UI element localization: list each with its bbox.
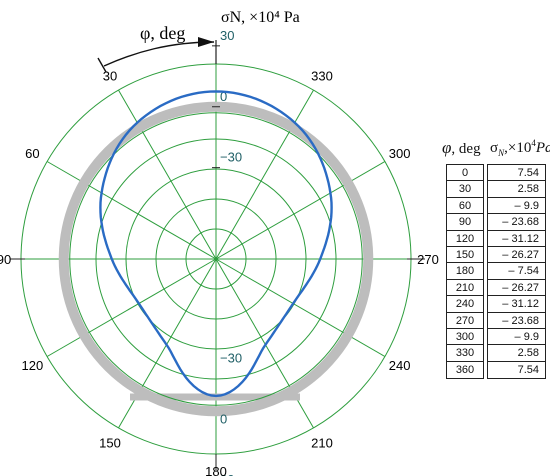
table-cell-sigma: – 26.27: [488, 280, 545, 297]
table-cell-phi: 360: [455, 363, 475, 376]
angle-label: 210: [311, 436, 333, 451]
grid-spoke: [118, 89, 217, 260]
table-column-phi: 0 30 60 90 120 150 180 210 240 270 300 330 360: [446, 164, 484, 380]
table-column-sigma: 7.54 2.58– 9.9– 23.68– 31.12– 26.27– 7.54…: [487, 164, 546, 380]
angle-label: 60: [25, 146, 39, 161]
angle-label: 180: [205, 464, 227, 476]
phi-arrow-head: [198, 37, 214, 47]
radial-tick-label: 30: [220, 28, 234, 43]
angle-label: 120: [22, 358, 44, 373]
table-cell-sigma: – 9.9: [488, 329, 545, 346]
table-cell-sigma: 2.58: [488, 181, 545, 198]
table-cell-sigma: – 23.68: [488, 313, 545, 329]
table-cell-phi: 240: [447, 296, 483, 313]
angle-label: 30: [103, 68, 117, 83]
phi-arrow-arc: [103, 41, 215, 67]
table-cell-phi: 330: [447, 345, 483, 362]
angle-label: 90: [0, 252, 11, 267]
angle-label: 150: [99, 436, 121, 451]
stress-curve: [99, 90, 333, 398]
table-cell-phi: 210: [447, 280, 483, 297]
radial-tick-label: −30: [220, 350, 242, 365]
radial-tick-label: 30: [220, 472, 234, 476]
table-cell-sigma: 7.54: [488, 165, 545, 182]
table-cell-phi: 30: [447, 181, 483, 198]
grid-spoke: [215, 161, 386, 260]
table-cell-phi: 180: [447, 263, 483, 280]
table-cell-sigma: – 31.12: [488, 296, 545, 313]
table-cell-sigma: – 7.54: [488, 263, 545, 280]
grid-spoke: [46, 258, 217, 357]
table-header-phi: φ, deg: [442, 138, 481, 157]
table-cell-phi: 0: [447, 165, 483, 182]
radial-tick-label: 0: [220, 89, 227, 104]
table-cell-phi: 120: [447, 231, 483, 247]
table-cell-sigma: – 31.12: [488, 231, 545, 247]
grid-spoke: [215, 258, 386, 357]
radial-tick-label: 0: [220, 411, 227, 426]
polar-chart: 303000−30−30 306090120150180210240270300…: [0, 9, 439, 476]
table-cell-sigma: 2.58: [488, 345, 545, 362]
table-cell-sigma: – 9.9: [488, 198, 545, 215]
radial-tick-label: −30: [220, 150, 242, 165]
radial-axis: 30 30 0 0 −30 −30: [212, 28, 242, 476]
angle-label: 270: [417, 252, 439, 267]
radial-axis-label: σN, ×10⁴ Pa: [221, 9, 300, 26]
table-cell-phi: 150: [447, 247, 483, 264]
table-cell-phi: 90: [447, 214, 483, 231]
table-cell-sigma: 7.54: [517, 363, 539, 376]
grid-spoke: [215, 89, 314, 260]
table-cell-phi: 270: [447, 313, 483, 329]
table-cell-phi: 300: [447, 329, 483, 346]
angle-label: 330: [311, 68, 333, 83]
phi-arrow-tail: [97, 57, 107, 73]
phi-direction-arrow: φ, deg: [97, 23, 215, 73]
angle-label: 240: [389, 358, 411, 373]
table-cell-sigma: – 26.27: [488, 247, 545, 264]
zero-circle: [69, 112, 363, 406]
table-cell-phi: 60: [447, 198, 483, 215]
grid-spoke: [46, 161, 217, 260]
angle-label: 300: [389, 146, 411, 161]
angular-axis-label: φ, deg: [140, 23, 185, 43]
table-cell-sigma: – 23.68: [488, 214, 545, 231]
